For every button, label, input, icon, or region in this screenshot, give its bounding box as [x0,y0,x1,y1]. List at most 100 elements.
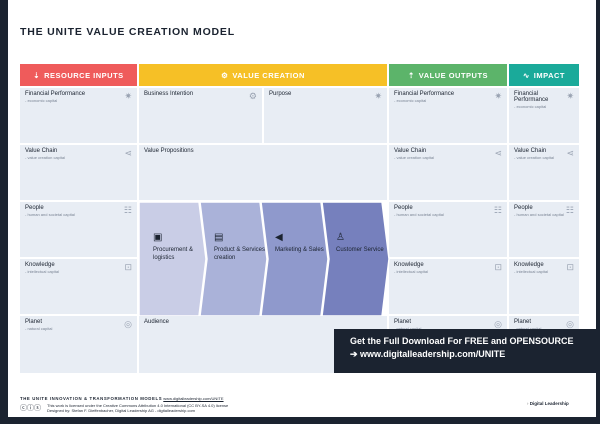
cell-title: Value Chain [514,148,547,154]
value-chain-step[interactable]: ▤ Product & Services creation [200,202,268,316]
cell-subtitle: - natural capital [394,326,502,331]
capital-cell-knowledge[interactable]: Knowledge - intellectual capital ⊡ [20,259,137,314]
cell-title: Knowledge [394,262,424,268]
cell-title: Purpose [269,91,292,97]
creative-commons-icon: ⓒⓘⓢ [20,405,41,412]
share-icon: ⋖ [566,148,574,158]
capital-cell-value-chain[interactable]: Value Chain - value creation capital ⋖ [20,145,137,200]
step-label: Product & Services creation [214,247,266,261]
badge-icon: ✷ [124,91,132,101]
header-value-outputs: ⇡ VALUE OUTPUTS [389,64,507,86]
header-value-creation: ⚙ VALUE CREATION [139,64,387,86]
step-label: Procurement & logistics [153,247,194,261]
cell-subtitle: - intellectual capital [25,269,60,274]
value-chain-step[interactable]: ♙ Customer Service [322,202,390,316]
capital-cell-knowledge[interactable]: Knowledge - intellectual capital ⊡ [389,259,507,314]
value-chain-step[interactable]: ◀ Marketing & Sales [261,202,329,316]
cell-subtitle: - economic capital [514,104,547,109]
cell-title: Value Chain [25,148,58,154]
capital-cell-people[interactable]: People - human and societal capital ☷ [389,202,507,257]
cell-title: Planet [394,319,412,325]
globe-icon: ◎ [124,319,132,329]
badge-icon: ✷ [494,91,502,101]
cell-title: Knowledge [514,262,544,268]
cell-subtitle: - value creation capital [25,155,66,160]
cell-subtitle: - value creation capital [514,155,555,160]
chevron-shape [261,202,329,316]
cell-title: Planet [514,319,532,325]
cell-subtitle: - value creation capital [394,155,435,160]
banner-link[interactable]: www.digitalleadership.com/UNITE [360,349,506,359]
cell-title: People [514,205,533,211]
capital-cell-people[interactable]: People - human and societal capital ☷ [509,202,579,257]
cell-title: Value Chain [394,148,427,154]
globe-icon: ◎ [494,319,502,329]
people-icon: ☷ [493,205,502,215]
globe-icon: ◎ [566,319,574,329]
capital-cell-value-chain[interactable]: Value Chain - value creation capital ⋖ [509,145,579,200]
people-icon: ☷ [565,205,574,215]
chevron-shape [139,202,207,316]
cell-subtitle: - human and societal capital [514,212,564,217]
capital-cell-people[interactable]: People - human and societal capital ☷ [20,202,137,257]
book-icon: ⊡ [494,262,502,272]
purpose-cell[interactable]: Purpose ✷ [264,88,387,143]
people-icon: ☷ [123,205,132,215]
book-icon: ⊡ [566,262,574,272]
share-icon: ⋖ [494,148,502,158]
cell-title: Knowledge [25,262,55,268]
cell-subtitle: - human and societal capital [25,212,75,217]
gear-bulb-icon: ⚙ [221,70,229,80]
banner-headline: Get the Full Download For FREE and OPENS… [350,336,574,346]
chevron-shape [322,202,390,316]
cell-subtitle: - human and societal capital [394,212,444,217]
business-intention-cell[interactable]: Business Intention ⚙ [139,88,262,143]
cell-title: People [25,205,44,211]
cell-title: Audience [144,319,170,325]
cell-title: Financial Performance [514,91,549,103]
capital-cell-value-chain[interactable]: Value Chain - value creation capital ⋖ [389,145,507,200]
header-impact: ∿ IMPACT [509,64,579,86]
footer-heading: THE UNITE INNOVATION & TRANSFORMATION MO… [20,396,163,401]
cell-subtitle: - natural capital [514,326,574,331]
capital-cell-financial-performance[interactable]: Financial Performance - economic capital ✷ [20,88,137,143]
capital-cell-financial-performance[interactable]: Financial Performance - economic capital ✷ [509,88,579,143]
box-icon: ▤ [214,232,224,243]
header-resource-inputs: ⇣ RESOURCE INPUTS [20,64,137,86]
badge-icon: ✷ [374,91,382,101]
designer-text: Designed by: Stefan F. Dieffenbacher, Di… [47,408,196,413]
cell-title: Financial Performance [25,91,86,97]
chevron-shape [200,202,268,316]
gear-bulb-icon: ⚙ [248,91,257,101]
value-propositions-cell[interactable]: Value Propositions [139,145,387,200]
share-icon: ⋖ [124,148,132,158]
megaphone-icon: ◀ [275,232,283,243]
hand-output-icon: ⇡ [407,70,415,80]
cell-subtitle: - intellectual capital [514,269,549,274]
truck-icon: ▣ [153,232,163,243]
step-label: Marketing & Sales [275,247,324,253]
value-chain-step[interactable]: ▣ Procurement & logistics [139,202,207,316]
brand-logo: › Digital Leadership [527,401,569,406]
download-banner[interactable]: Get the Full Download For FREE and OPENS… [334,329,596,373]
footer: THE UNITE INNOVATION & TRANSFORMATION MO… [20,396,228,413]
capital-cell-planet[interactable]: Planet- natural capital ◎ [20,316,137,373]
capital-cell-financial-performance[interactable]: Financial Performance - economic capital ✷ [389,88,507,143]
cell-title: Business Intention [144,91,194,97]
book-icon: ⊡ [124,262,132,272]
arrow-circle-icon: ➔ [350,349,361,359]
cell-title: Value Propositions [144,148,194,154]
cell-title: People [394,205,413,211]
step-label: Customer Service [336,247,384,253]
license-text: This work is licensed under the Creative… [47,403,229,408]
cell-title: Planet [25,319,43,325]
footer-link[interactable]: www.digitalleadership.com/UNITE [163,396,224,401]
cell-subtitle: - natural capital [25,326,53,331]
cell-subtitle: - economic capital [25,98,58,103]
user-icon: ♙ [336,232,345,243]
cell-title: Financial Performance [394,91,455,97]
cell-subtitle: - economic capital [394,98,427,103]
capital-cell-knowledge[interactable]: Knowledge - intellectual capital ⊡ [509,259,579,314]
path-icon: ∿ [523,70,530,80]
badge-icon: ✷ [566,91,574,101]
